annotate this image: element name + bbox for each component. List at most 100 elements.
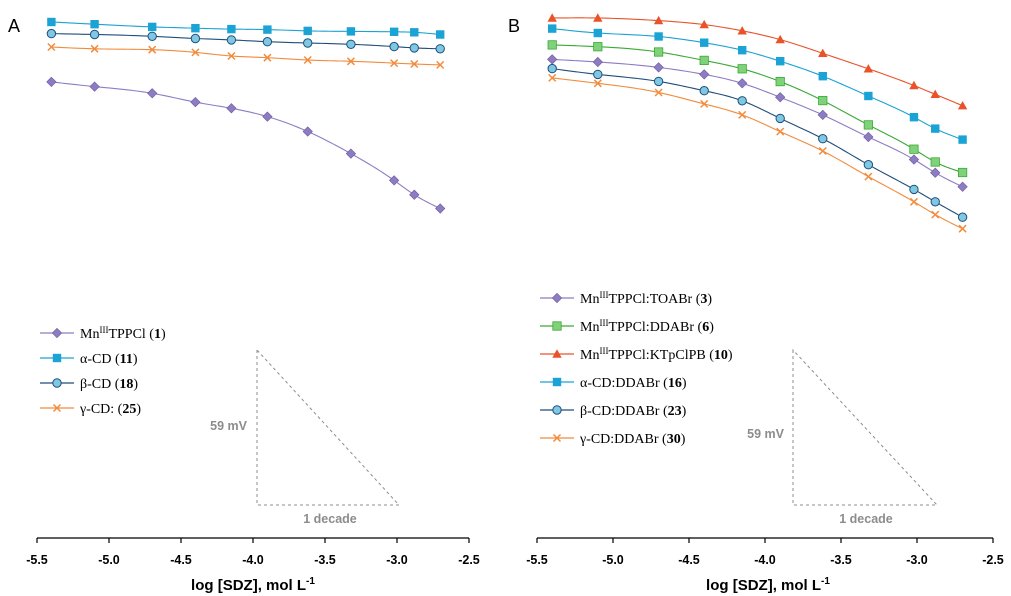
data-point [818,134,828,144]
legend-marker [52,403,62,413]
legend-entry: γ-CD:DDABr (30) [579,432,686,447]
data-point [90,20,99,29]
legend-entry: β-CD:DDABr (23) [580,404,687,419]
data-point [346,27,356,36]
data-point [931,210,940,219]
series-line-2 [552,44,963,174]
legend-entry: α-CD:DDABr (16) [580,376,687,391]
data-point [389,27,399,36]
data-point [737,26,747,35]
data-point [863,120,873,130]
data-point [303,55,312,65]
data-point [864,91,873,101]
data-point [818,72,827,81]
legend-entry: β-CD (18) [80,377,138,392]
data-point [863,131,874,143]
x-tick-label: -3.0 [906,553,928,567]
series-line-4 [552,28,963,141]
data-point [776,57,785,66]
data-point [89,81,100,92]
scale-mv-label: 59 mV [747,427,784,441]
data-point [593,42,603,52]
series-line-2 [51,21,441,36]
data-point [345,148,357,159]
data-point [909,197,918,206]
data-point [227,51,236,61]
data-point [957,212,968,222]
x-tick-label: -3.0 [386,553,408,567]
x-tick-label: -2.5 [982,553,1004,567]
data-point [226,103,237,114]
data-point [388,175,400,186]
data-point [436,60,445,69]
series-line-1 [552,58,963,188]
data-point [148,22,157,32]
data-point [548,73,557,82]
data-point [654,88,663,97]
x-tick-label: -5.5 [526,553,548,567]
data-point [909,184,919,195]
data-point [931,124,940,133]
legend-marker [52,353,62,363]
data-point [654,47,664,57]
legend-entry: γ-CD: (25) [79,402,141,417]
data-point [930,167,941,178]
data-point [818,96,828,106]
legend-marker [51,327,63,339]
data-point [930,157,940,167]
scale-triangle [256,348,401,506]
data-point [226,35,237,45]
data-point [909,113,919,122]
panel-a: A -5.5 -5.0 -4.5 -4.0 -3.5 -3.0 -2.5 log [SDZ], … [8,16,480,594]
data-point [147,31,157,41]
x-axis-title: log [SDZ], mol L-1 [191,576,315,594]
data-point [958,224,967,233]
data-point [547,54,558,65]
data-point [863,160,874,170]
x-tick-label: -5.0 [602,553,624,567]
data-point [263,25,272,34]
data-point [737,64,747,74]
data-point [775,34,785,44]
data-point [908,154,920,165]
data-point [90,44,99,53]
x-tick-label: -3.5 [830,553,852,567]
data-point [89,29,100,40]
data-point [653,76,664,87]
data-point [46,28,57,39]
x-axis-title-sup: -1 [306,576,315,587]
data-point [303,38,313,48]
legend-entry: MnIIITPPCl:DDABr (6) [580,318,714,335]
legend-marker [552,349,562,358]
data-point [654,32,663,41]
data-point [410,28,419,37]
data-point [700,99,709,108]
data-point [262,111,273,122]
data-point [930,89,940,98]
series-line-4 [51,46,441,66]
legend-marker [552,433,562,443]
data-point [909,144,919,154]
data-point [547,13,557,22]
data-point [957,101,968,110]
x-tick-label: -2.5 [458,553,480,567]
data-point [262,37,273,47]
data-point [699,55,709,66]
data-point [593,13,603,22]
scale-decade-label: 1 decade [303,512,357,526]
legend-marker [552,405,562,415]
data-point [593,69,603,80]
legend-marker [552,377,562,387]
scale-triangle [792,348,939,506]
data-point [818,146,827,156]
data-point [775,92,786,103]
data-point [930,197,940,207]
data-point [227,24,236,34]
data-point [817,109,828,121]
legend-entry: α-CD (11) [80,352,138,367]
data-point [958,135,967,144]
data-point [864,172,873,181]
legend-marker [551,292,563,304]
data-point [909,80,919,90]
